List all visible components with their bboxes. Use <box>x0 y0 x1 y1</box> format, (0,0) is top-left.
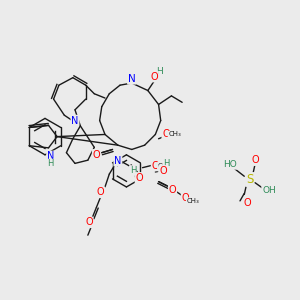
Text: HO: HO <box>224 160 237 169</box>
Text: CH₃: CH₃ <box>187 198 199 204</box>
Text: N: N <box>114 156 122 166</box>
Text: O: O <box>151 72 158 82</box>
Text: N: N <box>71 116 79 125</box>
Text: O: O <box>169 185 176 195</box>
Text: H: H <box>47 159 54 168</box>
Text: O: O <box>97 187 104 197</box>
Text: N: N <box>128 74 136 84</box>
Text: H: H <box>163 159 169 168</box>
Text: H: H <box>130 166 136 175</box>
Text: O: O <box>244 198 251 208</box>
Text: O: O <box>182 193 189 203</box>
Text: CH₃: CH₃ <box>158 163 170 169</box>
Text: N: N <box>47 152 54 161</box>
Text: O: O <box>162 130 170 140</box>
Text: O: O <box>152 160 159 170</box>
Text: CH₃: CH₃ <box>168 131 181 137</box>
Text: OH: OH <box>262 186 276 195</box>
Text: O: O <box>93 150 100 160</box>
Text: H: H <box>156 67 163 76</box>
Text: S: S <box>246 173 253 186</box>
Text: O: O <box>85 217 93 227</box>
Text: O: O <box>251 155 259 165</box>
Text: O: O <box>159 166 167 176</box>
Text: O: O <box>136 173 143 183</box>
